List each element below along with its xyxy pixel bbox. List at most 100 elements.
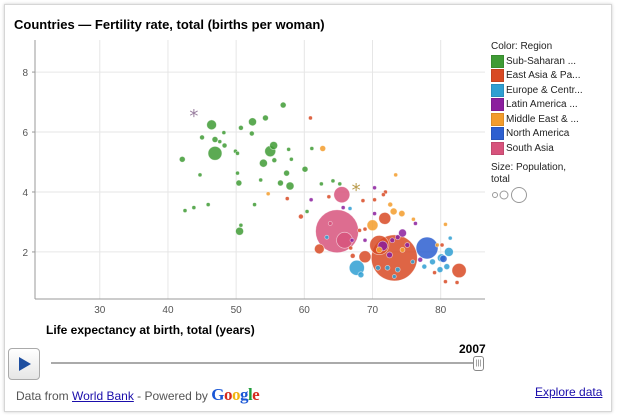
bubble[interactable] <box>378 212 392 225</box>
bubble[interactable] <box>221 142 228 149</box>
bubble[interactable] <box>348 245 354 251</box>
bubble[interactable] <box>211 136 219 143</box>
bubble-chart[interactable]: 30 40 50 60 70 80 2 4 6 8 * * <box>5 5 611 335</box>
legend-item[interactable]: North America <box>491 127 583 142</box>
bubble[interactable] <box>191 205 197 210</box>
bubble[interactable] <box>439 242 445 248</box>
bubble[interactable] <box>301 165 309 173</box>
bubble[interactable] <box>444 247 454 257</box>
bubble[interactable] <box>238 222 244 228</box>
bubble[interactable] <box>327 221 333 226</box>
bubble[interactable] <box>413 221 418 226</box>
bubble[interactable] <box>429 258 436 266</box>
bubble[interactable] <box>199 134 205 141</box>
bubble[interactable] <box>235 179 243 187</box>
bubble[interactable] <box>372 185 377 191</box>
bubble[interactable] <box>217 139 223 144</box>
bubble[interactable] <box>284 196 290 201</box>
bubble[interactable] <box>252 202 257 207</box>
bubble[interactable] <box>434 242 440 248</box>
bubble[interactable] <box>333 186 351 204</box>
bubble[interactable] <box>443 222 448 227</box>
legend-item[interactable]: Europe & Centr... <box>491 83 583 98</box>
legend-item[interactable]: Latin America ... <box>491 98 583 113</box>
bubble[interactable] <box>362 237 368 243</box>
bubble[interactable] <box>398 228 407 238</box>
bubble[interactable] <box>235 226 244 236</box>
bubble[interactable] <box>309 146 315 151</box>
bubble[interactable] <box>304 209 310 214</box>
bubble[interactable] <box>249 130 255 137</box>
bubble[interactable] <box>182 208 188 213</box>
bubble[interactable] <box>238 125 244 131</box>
bubble[interactable] <box>387 201 394 208</box>
bubble[interactable] <box>439 254 448 263</box>
bubble[interactable] <box>248 117 257 127</box>
play-button[interactable] <box>8 348 40 380</box>
bubble[interactable] <box>417 256 424 263</box>
bubble[interactable] <box>366 219 379 232</box>
bubble[interactable] <box>319 181 324 187</box>
time-slider-handle[interactable]: ||| <box>473 356 484 371</box>
bubble[interactable] <box>360 198 366 204</box>
bubble[interactable] <box>358 250 372 264</box>
bubble[interactable] <box>178 155 186 163</box>
bubble[interactable] <box>393 172 399 178</box>
bubble[interactable] <box>447 235 453 241</box>
bubble[interactable] <box>289 156 294 162</box>
bubble[interactable] <box>357 228 362 233</box>
bubble[interactable] <box>375 246 383 254</box>
bubble[interactable] <box>349 237 355 243</box>
bubble[interactable] <box>269 141 278 150</box>
bubble[interactable] <box>205 202 211 207</box>
bubble[interactable] <box>340 205 346 210</box>
bubble[interactable] <box>277 179 284 187</box>
bubble[interactable] <box>362 226 368 232</box>
bubble[interactable] <box>283 169 290 177</box>
bubble[interactable] <box>394 266 401 273</box>
bubble[interactable] <box>308 115 313 121</box>
bubble[interactable] <box>389 237 396 244</box>
bubble[interactable] <box>398 210 406 218</box>
legend-item[interactable]: Sub-Saharan ... <box>491 54 583 69</box>
bubble[interactable] <box>415 236 439 260</box>
bubble[interactable] <box>259 158 268 168</box>
bubble[interactable] <box>432 270 437 275</box>
bubble[interactable] <box>347 206 353 211</box>
bubble[interactable] <box>349 253 356 259</box>
legend-item[interactable]: Middle East & ... <box>491 112 583 127</box>
bubble[interactable] <box>308 197 314 203</box>
bubble[interactable] <box>330 178 336 184</box>
bubble[interactable] <box>207 146 223 161</box>
legend-item[interactable]: East Asia & Pa... <box>491 69 583 84</box>
time-slider-track[interactable] <box>51 362 477 364</box>
legend-item[interactable]: South Asia <box>491 141 583 156</box>
bubble[interactable] <box>286 147 291 152</box>
bubble[interactable] <box>451 263 467 279</box>
bubble[interactable] <box>391 274 397 279</box>
bubble[interactable] <box>399 247 406 253</box>
bubble[interactable] <box>271 157 278 164</box>
bubble[interactable] <box>197 172 203 178</box>
bubble[interactable] <box>443 279 448 284</box>
bubble[interactable] <box>375 265 381 271</box>
bubble[interactable] <box>337 181 343 187</box>
bubble[interactable] <box>314 243 325 255</box>
bubble[interactable] <box>381 192 386 198</box>
bubble[interactable] <box>221 130 227 135</box>
bubble[interactable] <box>372 211 377 216</box>
explore-data-link[interactable]: Explore data <box>535 385 603 399</box>
bubble[interactable] <box>386 251 393 259</box>
bubble[interactable] <box>421 263 428 270</box>
bubble[interactable] <box>326 194 332 200</box>
bubble[interactable] <box>319 145 327 152</box>
bubble[interactable] <box>454 280 460 285</box>
bubble[interactable] <box>235 150 240 156</box>
bubble[interactable] <box>372 197 377 203</box>
bubble[interactable] <box>258 177 264 183</box>
bubble[interactable] <box>279 101 287 109</box>
bubble[interactable] <box>235 170 240 176</box>
bubble[interactable] <box>357 271 365 279</box>
bubble[interactable] <box>262 114 269 122</box>
bubble[interactable] <box>298 213 304 220</box>
